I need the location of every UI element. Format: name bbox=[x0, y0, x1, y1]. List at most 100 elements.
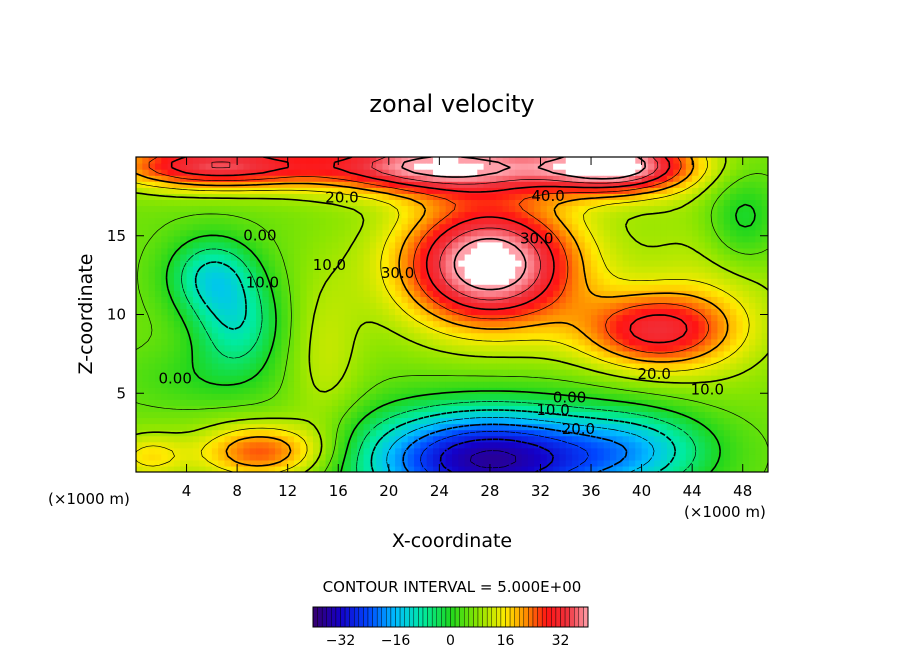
field-cell bbox=[218, 272, 226, 279]
field-cell bbox=[306, 241, 314, 249]
field-cell bbox=[515, 447, 523, 455]
field-cell bbox=[312, 405, 320, 413]
field-cell bbox=[180, 308, 188, 316]
field-cell bbox=[306, 459, 314, 467]
field-cell bbox=[692, 387, 700, 394]
field-cell bbox=[572, 217, 579, 225]
field-cell bbox=[603, 163, 611, 170]
field-cell bbox=[173, 381, 181, 388]
field-cell bbox=[205, 417, 213, 425]
field-cell bbox=[180, 223, 188, 231]
field-cell bbox=[281, 181, 289, 188]
field-cell bbox=[521, 272, 529, 279]
field-cell bbox=[414, 375, 421, 382]
field-cell bbox=[331, 284, 339, 291]
field-cell bbox=[420, 314, 428, 322]
field-cell bbox=[388, 272, 396, 279]
field-cell bbox=[660, 381, 668, 388]
field-cell bbox=[180, 284, 188, 291]
field-cell bbox=[685, 247, 693, 255]
field-cell bbox=[357, 326, 365, 334]
field-cell bbox=[597, 157, 605, 164]
field-cell bbox=[319, 344, 327, 352]
field-cell bbox=[256, 157, 263, 164]
field-cell bbox=[660, 411, 668, 419]
field-cell bbox=[540, 332, 548, 340]
field-cell bbox=[249, 459, 257, 467]
field-cell bbox=[319, 356, 327, 364]
field-cell bbox=[647, 459, 655, 467]
field-cell bbox=[331, 375, 339, 382]
field-cell bbox=[698, 350, 706, 358]
field-cell bbox=[426, 332, 434, 340]
field-cell bbox=[496, 332, 504, 340]
field-cell bbox=[584, 459, 592, 467]
field-cell bbox=[237, 326, 245, 334]
field-cell bbox=[331, 381, 339, 388]
field-cell bbox=[331, 302, 339, 310]
field-cell bbox=[692, 223, 700, 231]
field-cell bbox=[572, 381, 579, 388]
field-cell bbox=[685, 332, 693, 340]
field-cell bbox=[584, 375, 592, 382]
field-cell bbox=[218, 362, 226, 370]
field-cell bbox=[142, 217, 150, 225]
field-cell bbox=[433, 211, 440, 219]
field-cell bbox=[300, 332, 308, 340]
field-cell bbox=[363, 253, 371, 261]
field-cell bbox=[433, 266, 440, 273]
field-cell bbox=[388, 320, 396, 328]
field-cell bbox=[508, 338, 516, 346]
field-cell bbox=[534, 411, 542, 419]
field-cell bbox=[325, 223, 333, 231]
field-cell bbox=[243, 405, 251, 413]
field-cell bbox=[319, 290, 327, 297]
field-cell bbox=[331, 447, 339, 455]
field-cell bbox=[584, 193, 592, 201]
field-cell bbox=[433, 205, 440, 213]
field-cell bbox=[154, 459, 162, 467]
field-cell bbox=[692, 284, 700, 291]
field-cell bbox=[148, 235, 156, 243]
field-cell bbox=[546, 441, 554, 449]
field-cell bbox=[559, 223, 567, 231]
field-cell bbox=[148, 247, 156, 255]
field-cell bbox=[237, 199, 245, 207]
field-cell bbox=[167, 247, 175, 255]
field-cell bbox=[180, 181, 188, 188]
field-cell bbox=[199, 235, 207, 243]
field-cell bbox=[275, 459, 282, 467]
field-cell bbox=[338, 175, 346, 182]
field-cell bbox=[224, 253, 232, 261]
field-cell bbox=[704, 193, 712, 201]
field-cell bbox=[268, 441, 276, 449]
field-cell bbox=[515, 229, 523, 237]
field-cell bbox=[388, 247, 396, 255]
field-cell bbox=[173, 393, 181, 400]
field-cell bbox=[243, 247, 251, 255]
field-cell bbox=[717, 205, 725, 213]
field-cell bbox=[350, 308, 358, 316]
field-cell bbox=[224, 399, 232, 406]
field-cell bbox=[388, 393, 396, 400]
field-cell bbox=[635, 362, 643, 370]
field-cell bbox=[565, 181, 573, 188]
field-cell bbox=[502, 429, 510, 437]
field-cell bbox=[647, 296, 655, 303]
field-cell bbox=[167, 326, 175, 334]
field-cell bbox=[262, 417, 270, 425]
field-cell bbox=[180, 411, 188, 419]
field-cell bbox=[224, 441, 232, 449]
field-cell bbox=[388, 175, 396, 182]
field-cell bbox=[470, 417, 478, 425]
field-cell bbox=[698, 259, 706, 267]
field-cell bbox=[496, 259, 504, 267]
field-cell bbox=[489, 157, 497, 164]
field-cell bbox=[679, 217, 687, 225]
field-cell bbox=[205, 369, 213, 376]
field-cell bbox=[540, 266, 548, 273]
field-cell bbox=[489, 241, 497, 249]
field-cell bbox=[489, 350, 497, 358]
field-cell bbox=[565, 266, 573, 273]
field-cell bbox=[294, 278, 301, 285]
